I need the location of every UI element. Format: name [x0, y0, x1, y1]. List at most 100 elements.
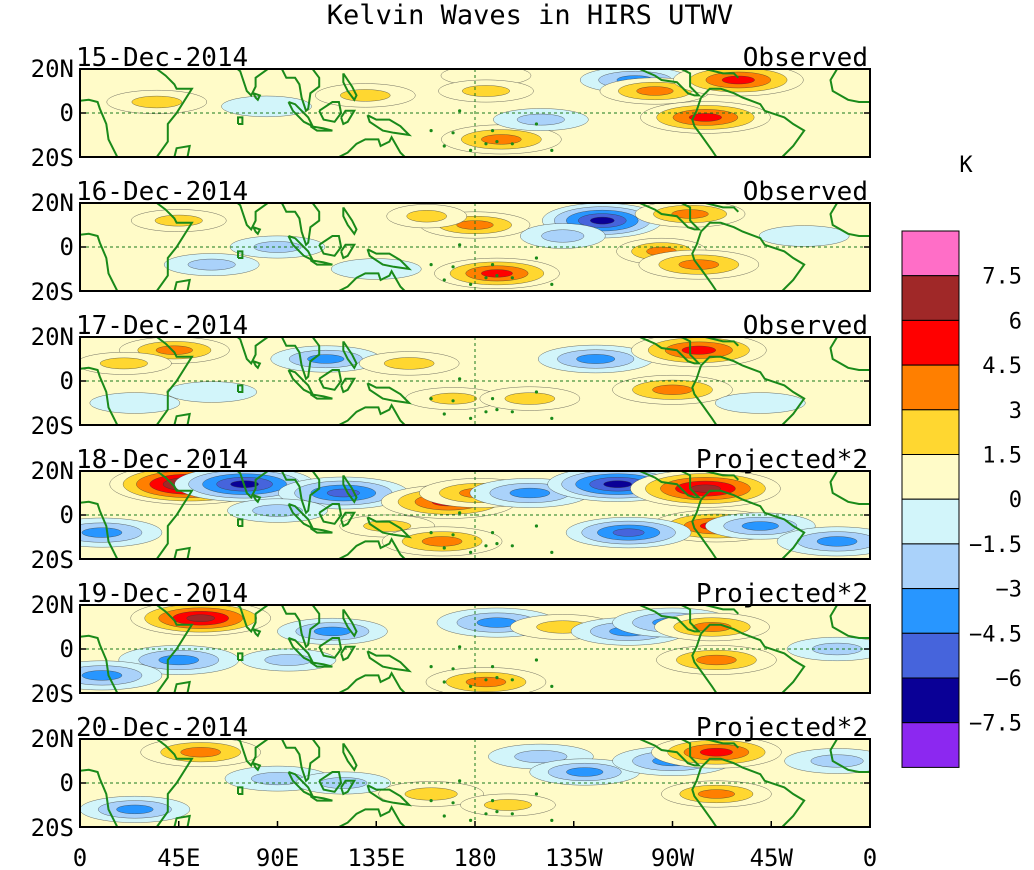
coastline: [342, 608, 358, 638]
coastline: [318, 503, 343, 525]
anomaly-contour: [741, 521, 779, 531]
y-tick-label: 0: [60, 99, 74, 127]
island: [442, 144, 446, 148]
island: [490, 799, 495, 803]
y-tick-label: 20N: [31, 591, 74, 619]
coastline: [252, 494, 262, 504]
island: [510, 678, 514, 682]
colorbar-level: −1.5: [969, 533, 1022, 558]
coastline: [366, 784, 413, 807]
coastline: [237, 652, 244, 661]
anomaly-contour: [253, 241, 302, 253]
anomaly-contour: [131, 95, 182, 109]
anomaly-contour: [483, 799, 532, 811]
anomaly-contour: [166, 381, 257, 403]
island: [484, 142, 488, 146]
coastline: [173, 412, 191, 425]
island: [451, 667, 455, 671]
coastline: [205, 337, 270, 366]
coastline: [829, 739, 870, 773]
island: [550, 550, 554, 555]
map-panel: 16-Dec-2014 Observed 20N 0 20S: [31, 177, 871, 306]
coastline: [173, 680, 191, 693]
anomaly-contour: [516, 113, 565, 126]
colorbar-swatch: [901, 364, 960, 411]
island: [510, 142, 514, 146]
panel-type: Observed: [743, 311, 868, 341]
y-tick-label: 20S: [31, 144, 74, 172]
anomaly-contour: [590, 216, 615, 225]
coastline: [328, 537, 406, 559]
island: [510, 276, 514, 280]
island: [458, 377, 462, 381]
island: [451, 533, 455, 537]
island: [495, 408, 499, 412]
x-tick-label: 180: [453, 844, 496, 870]
anomaly-contour: [652, 384, 693, 395]
coastline: [237, 250, 244, 259]
anomaly-contour: [514, 750, 568, 764]
colorbar-level: 3: [1009, 399, 1022, 424]
anomaly-contour: [576, 354, 616, 364]
coastline: [80, 500, 119, 559]
coastline: [700, 355, 806, 425]
colorbar-swatch: [901, 543, 960, 590]
colorbar-level: 6: [1009, 309, 1022, 334]
coastline: [691, 231, 718, 291]
anomaly-contour: [758, 225, 850, 247]
y-tick-label: 20S: [31, 412, 74, 440]
panel-date: 17-Dec-2014: [76, 311, 248, 341]
colorbar-level: 0: [1009, 488, 1022, 513]
colorbar-level: 1.5: [982, 444, 1022, 469]
coastline: [342, 206, 358, 236]
coastline: [309, 661, 333, 668]
colorbar-swatch: [901, 275, 960, 321]
island: [442, 546, 446, 550]
coastline: [691, 365, 718, 425]
anomaly-contour: [155, 345, 193, 355]
island: [429, 531, 433, 535]
island: [469, 282, 473, 286]
coastline: [155, 337, 194, 425]
anomaly-contour: [313, 626, 351, 636]
coastline: [328, 671, 406, 693]
coastline: [281, 203, 321, 247]
anomaly-contour: [331, 258, 422, 280]
coastline: [639, 605, 702, 633]
anomaly-contour: [404, 787, 458, 801]
coastline: [80, 366, 119, 425]
coastline: [318, 369, 343, 391]
y-tick-label: 20S: [31, 278, 74, 306]
panel-date: 15-Dec-2014: [76, 43, 248, 73]
island: [451, 265, 455, 269]
island: [469, 416, 473, 420]
y-tick-label: 20N: [31, 457, 74, 485]
anomaly-contour: [186, 614, 215, 622]
anomaly-contour: [187, 258, 236, 271]
island: [510, 410, 514, 414]
island: [490, 263, 495, 267]
y-tick-label: 0: [60, 367, 74, 395]
coastline: [173, 278, 191, 291]
y-tick-label: 20S: [31, 814, 74, 842]
coastline: [205, 605, 270, 634]
anomaly-contour: [612, 528, 645, 537]
coastline: [252, 360, 262, 370]
island: [442, 412, 446, 416]
colorbar-swatch: [901, 230, 960, 277]
panel-type: Observed: [743, 43, 868, 73]
coastline: [281, 471, 321, 515]
colorbar-level: −3: [996, 578, 1023, 603]
island: [534, 122, 539, 126]
coastline: [342, 340, 358, 370]
y-tick-label: 0: [60, 233, 74, 261]
anomaly-contour: [116, 804, 154, 814]
island: [484, 812, 488, 816]
coastline: [318, 771, 343, 793]
colorbar-unit: K: [959, 153, 973, 178]
map-panel: 20-Dec-2014 Projected*2 20N 0 20S: [31, 713, 871, 842]
coastline: [829, 337, 870, 371]
coastline: [829, 203, 870, 237]
